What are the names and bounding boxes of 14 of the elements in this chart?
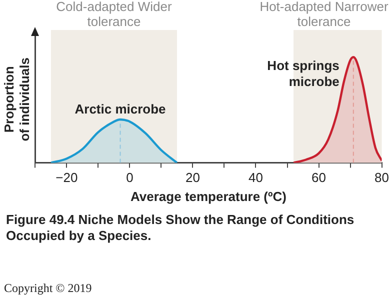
series-label: Arctic microbe: [74, 102, 166, 117]
y-axis-title: Proportion of individuals: [1, 58, 32, 142]
x-tick-label: 0: [126, 170, 134, 186]
band-label: Hot-adapted Narrower tolerance: [260, 0, 389, 30]
text: Copyright © 2019: [4, 281, 92, 296]
band-label: Cold-adapted Wider tolerance: [56, 0, 172, 30]
x-tick-label: 20: [185, 170, 200, 186]
x-tick-label: 40: [248, 170, 263, 186]
x-tick-label: 80: [374, 170, 390, 186]
x-axis-title: Average temperature (ºC): [130, 188, 286, 204]
series-label: Hot springs microbe: [267, 58, 340, 90]
text: Figure 49.4 Niche Models Show the Range of Conditions Occupied by a Species.: [6, 212, 356, 244]
x-tick-label: 60: [312, 170, 326, 186]
x-tick-label: −20: [56, 170, 78, 186]
